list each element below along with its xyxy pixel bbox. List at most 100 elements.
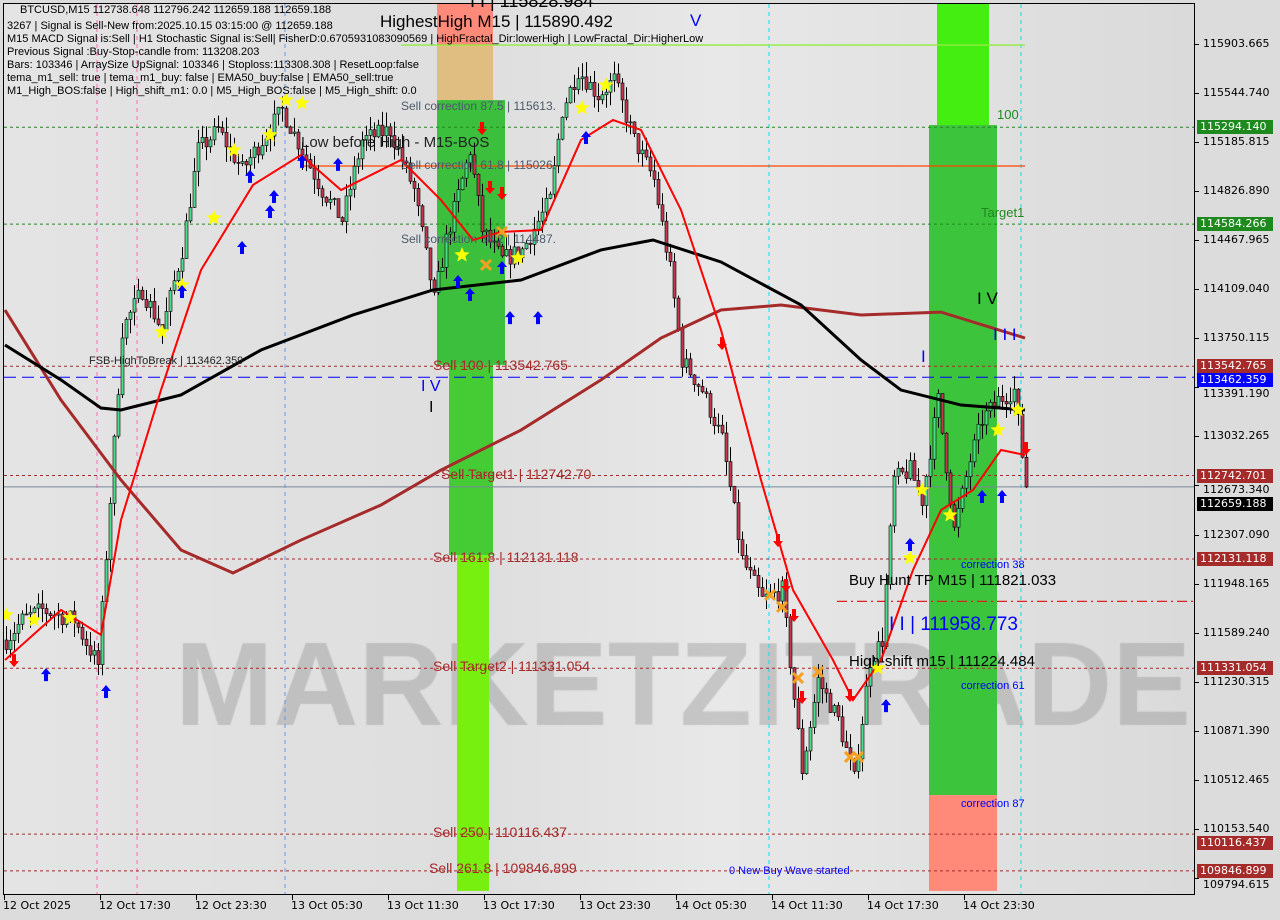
chart-annotation: Sell 161.8 | 112131.118 (433, 549, 579, 566)
candle-bear (388, 126, 393, 136)
arrow-up-icon (997, 490, 1007, 504)
candle-bear (528, 242, 533, 245)
candle-bear (948, 472, 953, 506)
arrow-down-icon (773, 534, 783, 548)
candle-bull (560, 116, 565, 140)
cross-icon (479, 258, 493, 272)
candle-bear (288, 126, 293, 134)
y-axis-tick-label: 115903.665 (1203, 37, 1270, 50)
candle-bear (688, 358, 693, 376)
candle-bear (236, 162, 241, 164)
candle-bear (756, 575, 761, 588)
candle-bear (664, 220, 669, 253)
x-axis-tick (196, 895, 197, 900)
candle-bull (468, 154, 473, 164)
candle-bear (660, 204, 665, 222)
arrow-up-icon (297, 154, 307, 168)
cross-icon (811, 665, 825, 679)
candle-bear (48, 613, 53, 616)
candle-bull (272, 113, 277, 137)
chart-annotation: High-shift m15 | 111224.484 (849, 652, 1035, 670)
star-icon (174, 277, 190, 292)
y-axis-tick (1195, 436, 1199, 437)
star-icon (62, 609, 78, 625)
y-axis-tick (1195, 829, 1199, 830)
candle-bear (728, 461, 733, 487)
arrow-down-icon (781, 578, 791, 592)
y-axis-tick-label: 110871.390 (1203, 724, 1270, 737)
candle-bear (140, 289, 145, 300)
arrow-up-icon (581, 131, 591, 145)
candle-bull (164, 311, 169, 331)
candle-bull (576, 78, 581, 90)
candle-bear (596, 95, 601, 101)
candle-bull (956, 508, 961, 528)
y-axis-tick-label: 111230.315 (1203, 675, 1270, 689)
candle-bull (684, 358, 689, 368)
signal-zone (457, 555, 489, 891)
candle-bear (676, 297, 681, 329)
candle-bear (1020, 414, 1025, 458)
chart-annotation: 100 (997, 106, 1019, 122)
candle-bull (132, 298, 137, 313)
candle-bear (624, 99, 629, 123)
candle-bear (820, 677, 825, 690)
cross-icon (495, 225, 509, 239)
price-level-tag: 111331.054 (1197, 661, 1273, 676)
candle-bear (828, 692, 833, 713)
star-icon (990, 422, 1006, 437)
candle-bear (840, 716, 845, 743)
chart-annotation: Low before High - M15-BOS (301, 134, 490, 152)
header-line-previous-signal: Previous Signal :Buy-Stop-candle from: 1… (7, 46, 260, 58)
candle-bull (928, 458, 933, 477)
header-line-bars: Bars: 103346 | ArraySize UpSignal: 10334… (7, 59, 419, 71)
candle-bear (620, 82, 625, 101)
candle-bear (736, 502, 741, 540)
x-axis-tick-label: 12 Oct 2025 (3, 899, 72, 912)
star-icon (942, 507, 958, 522)
candle-bull (640, 149, 645, 155)
candle-bear (244, 161, 249, 166)
candle-bear (880, 641, 885, 647)
candle-bear (496, 240, 501, 247)
candle-bear (380, 124, 385, 137)
y-axis-tick-label: 111589.240 (1203, 626, 1270, 639)
candle-bear (428, 247, 433, 281)
candle-bear (616, 73, 621, 84)
star-icon (902, 549, 918, 565)
y-axis-tick-label: 112673.340 (1203, 482, 1270, 496)
candle-bull (8, 640, 13, 650)
candle-bear (372, 129, 377, 138)
chart-annotation: I I | 111958.773 (889, 613, 1018, 635)
candle-bull (396, 147, 401, 149)
candle-bear (500, 245, 505, 257)
candle-bull (344, 195, 349, 223)
star-icon (294, 95, 310, 110)
y-axis-tick-label: 114109.040 (1203, 282, 1270, 295)
candle-bear (508, 249, 513, 265)
candle-bull (368, 129, 373, 136)
y-axis-tick (1195, 878, 1199, 879)
star-icon (206, 210, 222, 225)
candle-bear (992, 402, 997, 407)
candle-bear (720, 424, 725, 434)
candle-bull (552, 165, 557, 195)
candle-bear (280, 106, 285, 109)
header-line-symbol: BTCUSD,M15 112738.648 112796.242 112659.… (20, 4, 332, 16)
arrow-up-icon (881, 699, 891, 713)
candle-bull (600, 94, 605, 101)
arrow-down-icon (717, 337, 727, 351)
candle-bear (648, 156, 653, 172)
candle-bull (504, 249, 509, 257)
candle-bull (464, 162, 469, 179)
candle-bull (612, 73, 617, 81)
price-level-tag: 112742.701 (1197, 468, 1273, 483)
candle-bear (324, 196, 329, 203)
y-axis-tick-label: 111948.165 (1203, 577, 1270, 590)
candle-bear (256, 146, 261, 156)
candle-bull (804, 750, 809, 774)
chart-annotation: 0 New Buy Wave started (729, 865, 850, 878)
candle-bull (352, 165, 357, 190)
candle-bear (592, 81, 597, 97)
candle-bear (692, 374, 697, 385)
